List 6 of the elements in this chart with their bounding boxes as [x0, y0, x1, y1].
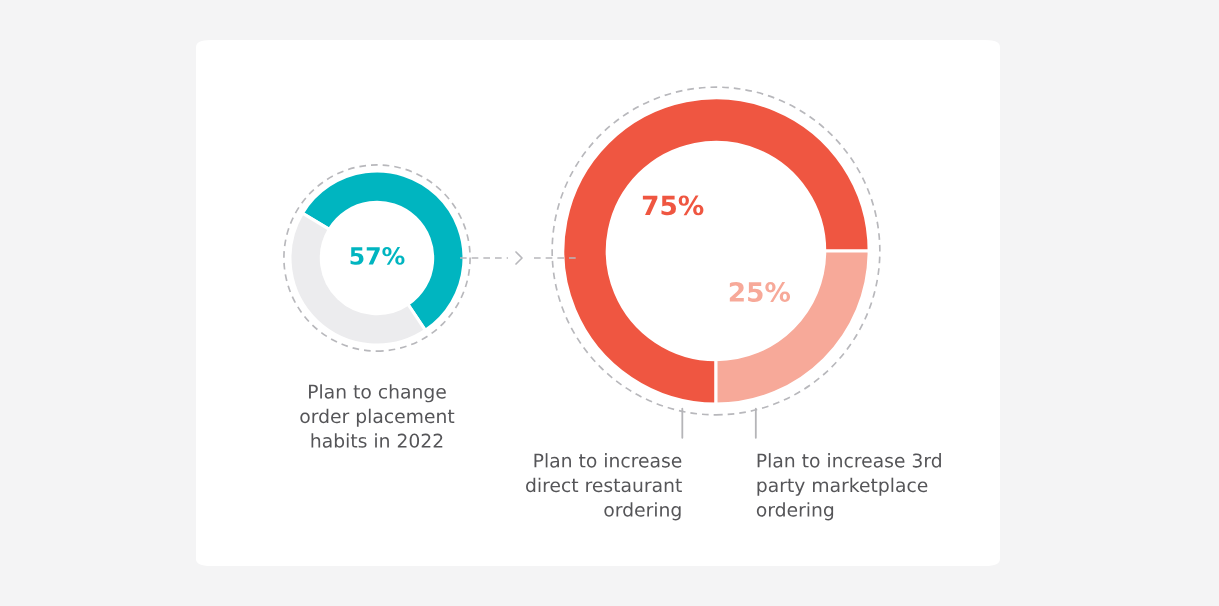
data-label: 57%	[350, 246, 405, 265]
text: Plan to change order placement habits in 2022	[300, 384, 455, 448]
slice-label: Plan to increase 3rd party marketplace ordering	[756, 453, 941, 521]
slice-label: Plan to increase direct restaurant ordering	[526, 453, 682, 521]
data-label: 75%	[642, 195, 704, 216]
data-label: 25%	[729, 282, 791, 302]
